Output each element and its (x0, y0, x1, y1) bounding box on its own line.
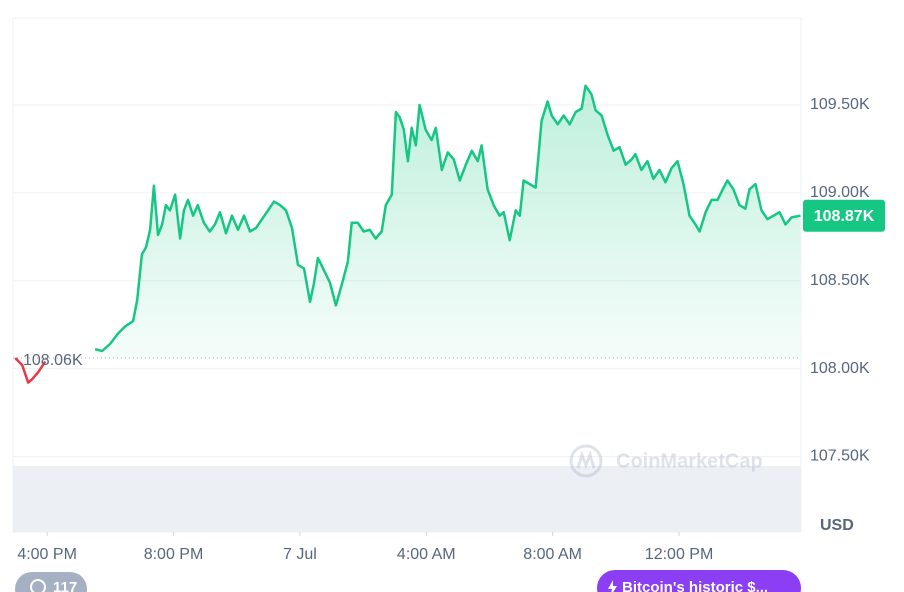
current-price-label: 108.87K (814, 208, 875, 225)
reference-label: 108.06K (23, 352, 83, 369)
volume-strip (13, 466, 801, 532)
current-price-tag (803, 199, 885, 232)
y-tick-label: 107.50K (810, 448, 870, 465)
news-badge[interactable] (597, 570, 801, 592)
y-tick-label: 109.50K (810, 96, 870, 113)
alerts-count: 117 (53, 579, 77, 592)
y-tick-label: 108.00K (810, 360, 870, 377)
y-tick-label: 109.00K (810, 184, 870, 201)
x-tick-label: 8:00 PM (144, 546, 204, 563)
y-unit: USD (820, 517, 854, 534)
x-tick-label: 7 Jul (283, 546, 317, 563)
price-line (94, 84, 801, 353)
bolt-icon (608, 580, 617, 592)
history-icon (30, 579, 46, 592)
watermark: CoinMarketCap (569, 444, 763, 478)
footer: 117 Bitcoin's historic $... (15, 570, 801, 592)
area-fill (95, 85, 801, 359)
y-tick-label: 108.50K (810, 272, 870, 289)
x-tick-label: 4:00 AM (397, 546, 456, 563)
alerts-badge[interactable] (15, 572, 87, 592)
watermark-text: CoinMarketCap (616, 450, 763, 472)
price-line (14, 357, 47, 384)
x-tick-label: 4:00 PM (17, 546, 77, 563)
news-text: Bitcoin's historic $... (622, 579, 768, 592)
x-tick-label: 12:00 PM (645, 546, 713, 563)
x-tick-label: 8:00 AM (523, 546, 582, 563)
